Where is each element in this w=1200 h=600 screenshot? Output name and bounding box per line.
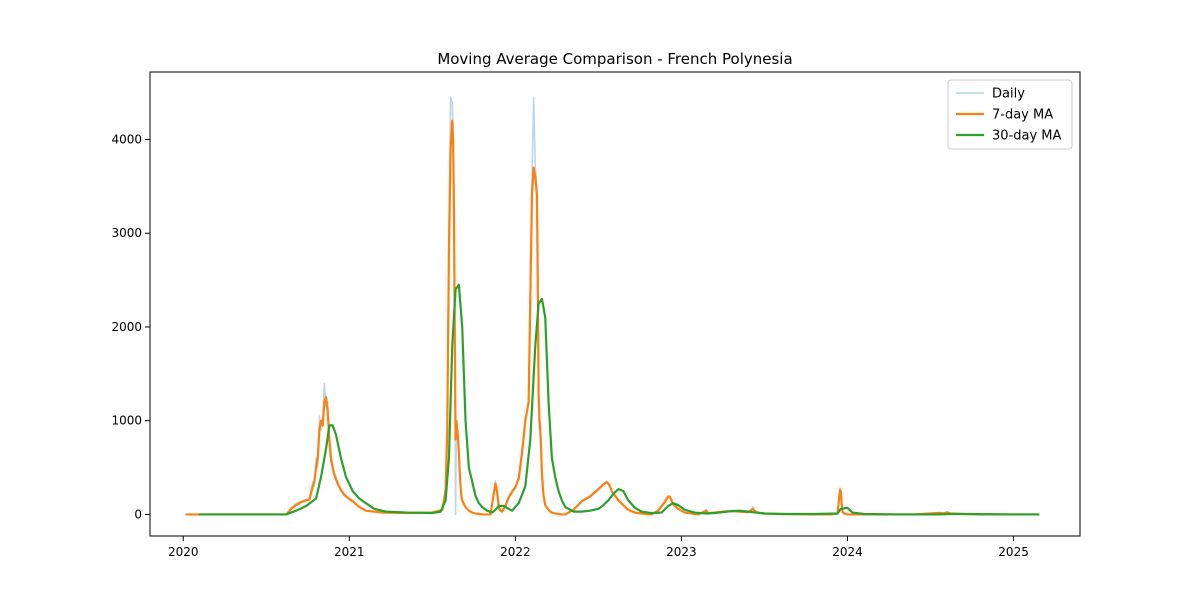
legend-label-0: Daily [992,87,1025,102]
plot-frame [149,71,1081,537]
y-tick-label: 0 [134,507,142,521]
series-line-1 [185,119,1040,516]
y-tick-label: 3000 [111,226,142,240]
legend-box [947,79,1073,150]
plot-background [150,72,1080,536]
x-tick-label: 2022 [500,545,531,559]
legend-label-2: 30-day MA [992,129,1061,144]
x-tick-label: 2020 [168,545,199,559]
x-tick-label: 2021 [334,545,365,559]
x-tick-label: 2025 [998,545,1029,559]
series-layer [185,96,1040,516]
legend-label-1: 7-day MA [992,108,1053,123]
x-tick-label: 2023 [666,545,697,559]
y-tick-label: 4000 [111,132,142,146]
legend: Daily 7-day MA 30-day MA [947,79,1073,150]
y-tick-label: 1000 [111,414,142,428]
y-axis: 0 1000 2000 3000 4000 [111,132,150,521]
y-tick-label: 2000 [111,320,142,334]
series-line-2 [198,283,1040,516]
plot-area [149,71,1081,537]
x-tick-label: 2024 [832,545,863,559]
x-axis: 2020 2021 2022 2023 2024 2025 [168,536,1029,559]
chart-title: Moving Average Comparison - French Polyn… [437,50,792,68]
